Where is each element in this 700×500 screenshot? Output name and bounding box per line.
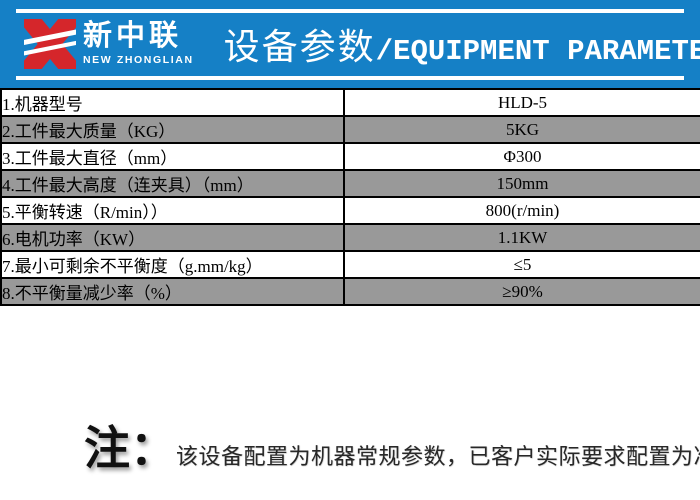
header-top-rule	[16, 9, 684, 13]
parameter-label: 3.工件最大直径（mm）	[0, 142, 345, 171]
parameter-value: ≤5	[343, 250, 700, 279]
page-title-zh: 设备参数	[223, 29, 376, 70]
table-row: 4.工件最大高度（连夹具）（mm） 150mm	[0, 169, 700, 198]
table-row: 2.工件最大质量（KG） 5KG	[0, 115, 700, 144]
brand-logo: 新中联 NEW ZHONGLIAN	[24, 19, 194, 69]
parameter-label: 2.工件最大质量（KG）	[0, 115, 345, 144]
parameter-value: 150mm	[343, 169, 700, 198]
parameter-value: 5KG	[343, 115, 700, 144]
table-row: 1.机器型号 HLD-5	[0, 88, 700, 117]
brand-logo-icon	[24, 19, 76, 69]
parameters-table-body: 1.机器型号 HLD-5 2.工件最大质量（KG） 5KG 3.工件最大直径（m…	[0, 88, 700, 306]
header-banner: 新中联 NEW ZHONGLIAN 设备参数/EQUIPMENT PARAMET…	[0, 0, 700, 88]
table-row: 7.最小可剩余不平衡度（g.mm/kg） ≤5	[0, 250, 700, 279]
parameter-label: 4.工件最大高度（连夹具）（mm）	[0, 169, 345, 198]
parameter-value: 1.1KW	[343, 223, 700, 252]
parameter-label: 5.平衡转速（R/min））	[0, 196, 345, 225]
footnote-prefix: 注：	[84, 423, 176, 474]
parameter-value: ≥90%	[343, 277, 700, 306]
brand-text: 新中联 NEW ZHONGLIAN	[83, 20, 194, 67]
parameter-label: 1.机器型号	[0, 88, 345, 117]
table-row: 5.平衡转速（R/min）） 800(r/min)	[0, 196, 700, 225]
parameter-label: 7.最小可剩余不平衡度（g.mm/kg）	[0, 250, 345, 279]
table-row: 3.工件最大直径（mm） Φ300	[0, 142, 700, 171]
table-row: 8.不平衡量减少率（%） ≥90%	[0, 277, 700, 306]
brand-name-en: NEW ZHONGLIAN	[83, 54, 194, 66]
header-bottom-rule	[16, 76, 684, 80]
parameter-value: HLD-5	[343, 88, 700, 117]
footnote: 注：该设备配置为机器常规参数，已客户实际要求配置为准	[84, 412, 700, 478]
table-row: 6.电机功率（KW） 1.1KW	[0, 223, 700, 252]
header-content: 新中联 NEW ZHONGLIAN 设备参数/EQUIPMENT PARAMET…	[0, 0, 700, 88]
parameter-value: 800(r/min)	[343, 196, 700, 225]
parameter-label: 6.电机功率（KW）	[0, 223, 345, 252]
page-title-en: /EQUIPMENT PARAMETERS	[375, 35, 700, 68]
footnote-text: 该设备配置为机器常规参数，已客户实际要求配置为准	[176, 444, 700, 469]
parameter-label: 8.不平衡量减少率（%）	[0, 277, 345, 306]
page-title: 设备参数/EQUIPMENT PARAMETERS	[224, 18, 700, 70]
parameters-table: 1.机器型号 HLD-5 2.工件最大质量（KG） 5KG 3.工件最大直径（m…	[0, 88, 700, 306]
parameter-value: Φ300	[343, 142, 700, 171]
brand-name-cn: 新中联	[83, 20, 183, 52]
